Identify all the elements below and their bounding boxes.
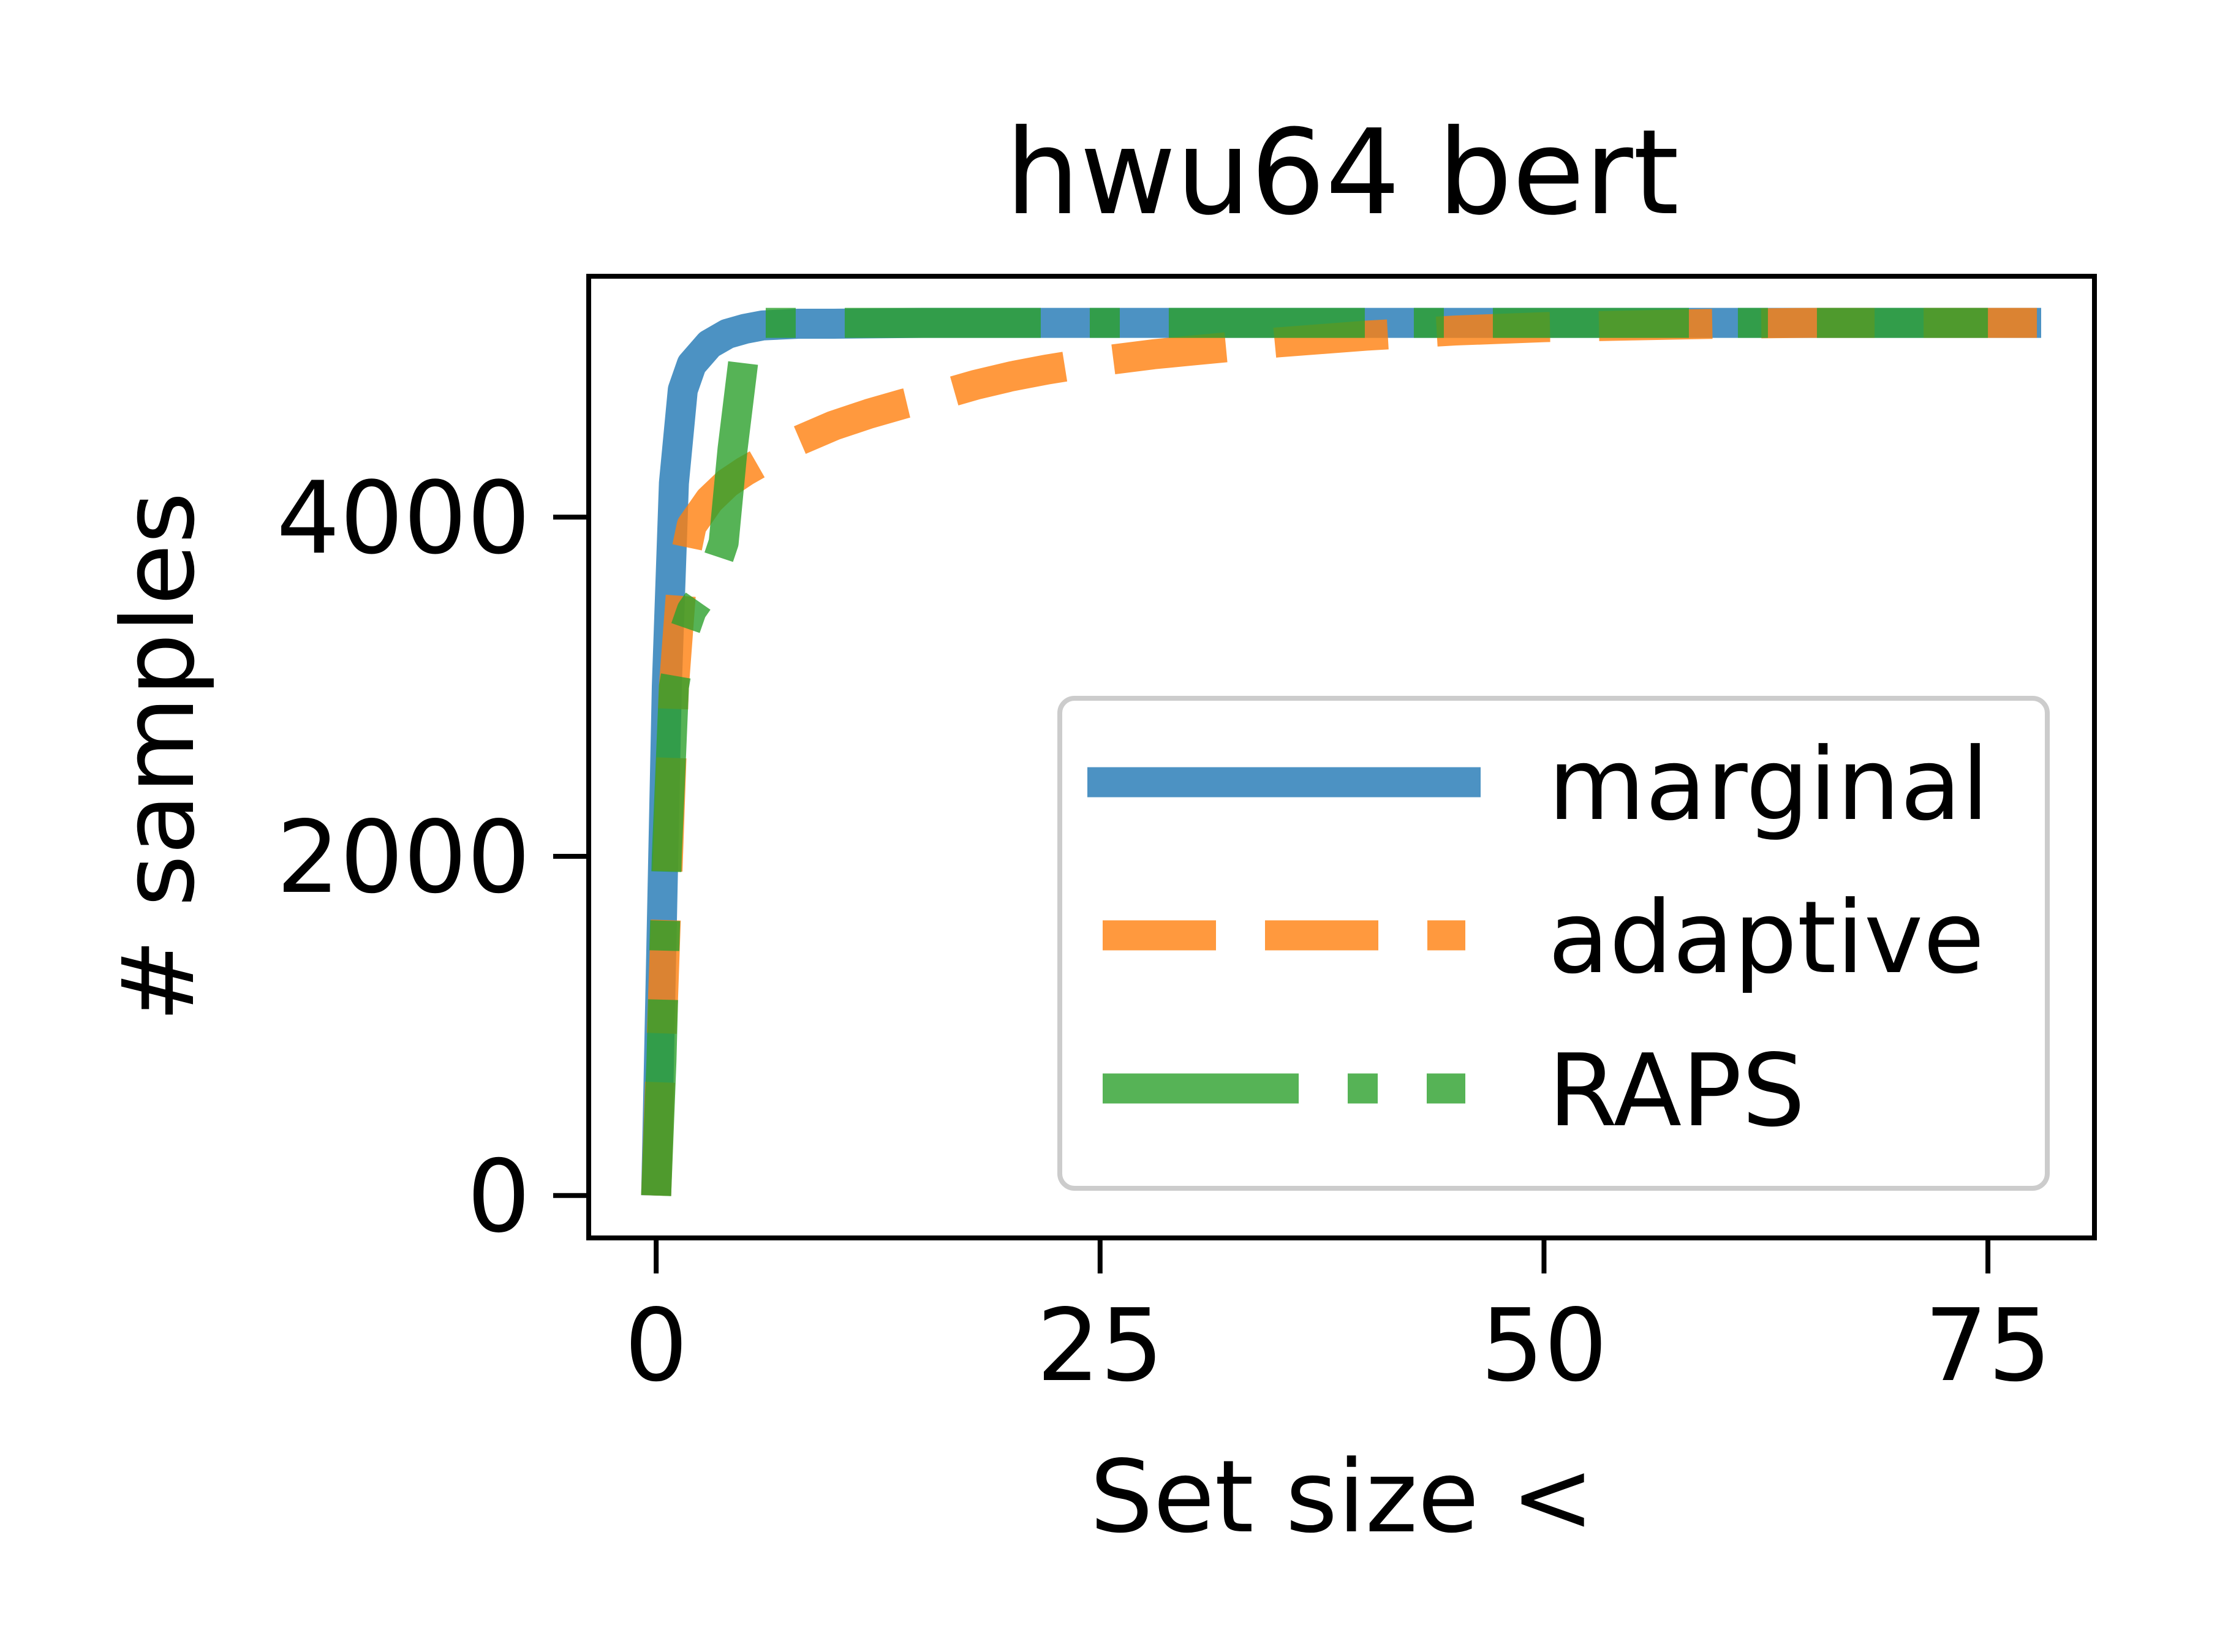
legend-label-marginal: marginal — [1548, 727, 1989, 843]
x-tick-label: 75 — [1924, 1288, 2051, 1404]
x-tick-label: 0 — [624, 1288, 688, 1404]
series-layer — [641, 307, 2041, 1196]
plot-frame — [586, 274, 2097, 1240]
y-axis-label: # samples — [101, 492, 217, 1022]
series-line-raps — [641, 307, 1988, 1196]
chart-title: hwu64 bert — [1005, 105, 1679, 241]
x-tick-label: 50 — [1481, 1288, 1607, 1404]
x-axis-label: Set size < — [1090, 1439, 1595, 1555]
legend-label-raps: RAPS — [1548, 1033, 1805, 1149]
y-axis: 0 2000 4000 — [276, 461, 589, 1255]
x-axis: 0 25 50 75 — [624, 1238, 2052, 1404]
legend-box — [1057, 696, 2050, 1191]
legend: marginal adaptive RAPS — [1057, 696, 2050, 1191]
y-tick-label: 2000 — [276, 800, 531, 916]
x-tick-label: 25 — [1037, 1288, 1163, 1404]
legend-label-adaptive: adaptive — [1548, 880, 1985, 996]
y-tick-label: 4000 — [276, 461, 531, 576]
y-tick-label: 0 — [467, 1139, 531, 1255]
